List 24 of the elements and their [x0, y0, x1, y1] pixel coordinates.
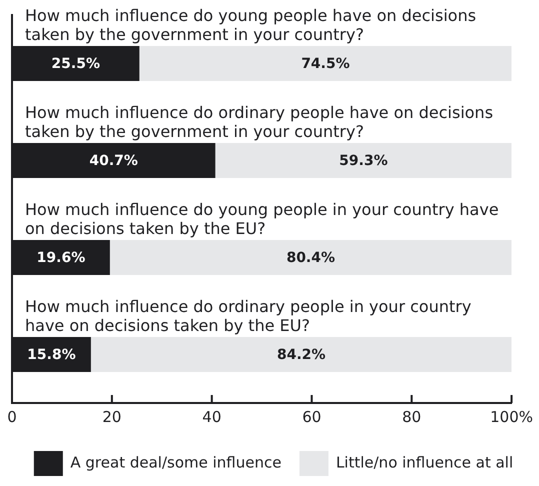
- data-label: 59.3%: [339, 153, 388, 170]
- data-label: 80.4%: [286, 250, 336, 266]
- data-label: 74.5%: [301, 56, 350, 72]
- x-tick-label: 60: [302, 408, 322, 426]
- bar: [215, 143, 512, 178]
- x-tick-label: 40: [202, 408, 222, 426]
- y-tick-label: How much influence do ordinary people have on decisions taken by the government in your country?: [25, 103, 494, 142]
- y-tick-label: How much influence do young people in your country have on decisions taken by the EU?: [25, 200, 499, 238]
- x-tick-label: 0: [7, 408, 17, 426]
- data-label: 19.6%: [36, 250, 86, 266]
- x-tick-label: 20: [102, 408, 122, 426]
- y-tick-label: How much influence do ordinary people in your country have on decisions taken by the EU?: [25, 297, 472, 336]
- bar: [139, 46, 512, 81]
- data-label: 40.7%: [89, 153, 138, 170]
- legend-label: Little/no influence at all: [336, 453, 514, 472]
- legend-label: A great deal/some influence: [70, 453, 282, 472]
- data-label: 15.8%: [27, 347, 76, 364]
- x-tick-label: 80: [402, 408, 422, 426]
- data-label: 25.5%: [51, 56, 100, 72]
- bar: [90, 337, 512, 372]
- bar: [110, 240, 512, 275]
- data-label: 84.2%: [276, 347, 326, 364]
- y-tick-label: How much influence do young people have on decisions taken by the government in your country?: [25, 6, 476, 44]
- x-tick-label: 100%: [490, 408, 534, 426]
